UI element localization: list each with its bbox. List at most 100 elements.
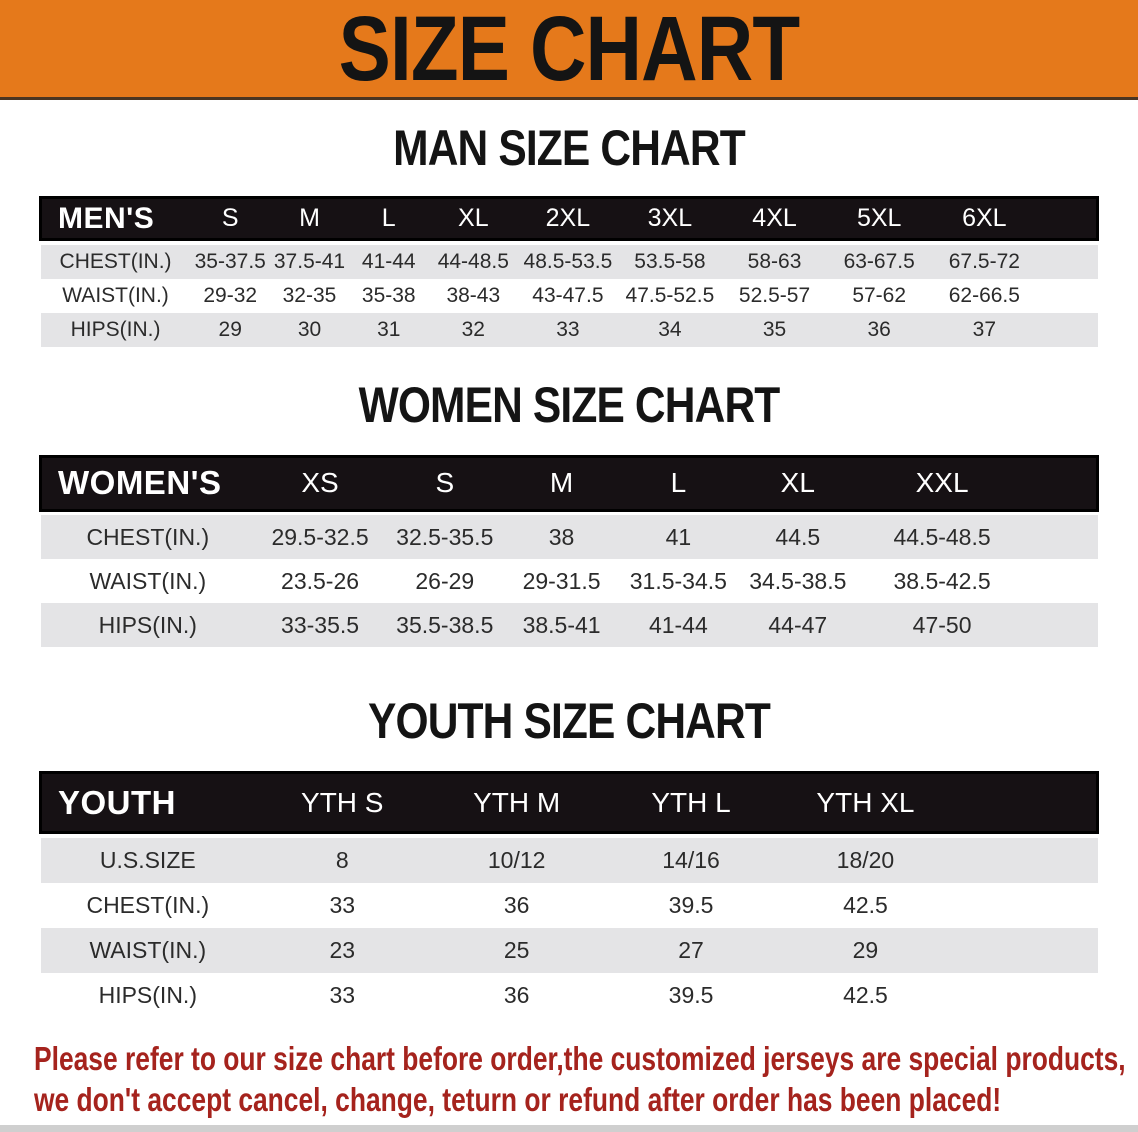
men-heading: MAN SIZE CHART <box>393 120 746 176</box>
row-filler-cell <box>1037 312 1098 347</box>
women-table-wrap: WOMEN'S XS S M L XL XXL CHEST(IN.) 29.5-32.5 32.5… <box>39 454 1099 647</box>
row-label: HIPS(IN.) <box>40 312 191 347</box>
size-value: 32.5-35.5 <box>385 515 505 559</box>
size-value: 35-38 <box>349 278 429 313</box>
size-column-header: YTH S <box>255 771 430 834</box>
size-column-header: L <box>618 454 739 512</box>
size-value: 44.5 <box>738 515 858 559</box>
size-value: 43-47.5 <box>518 278 618 313</box>
size-value: 37 <box>931 312 1038 347</box>
measurement-row: WAIST(IN.) 29-32 32-35 35-38 38-43 43-47.5 47.… <box>40 278 1098 313</box>
size-value: 39.5 <box>603 882 779 928</box>
size-column-header: 4XL <box>722 196 827 241</box>
size-value: 36 <box>429 972 604 1018</box>
size-value: 44-47 <box>738 603 858 647</box>
row-filler-cell <box>1026 515 1098 559</box>
header-filler-cell <box>1037 196 1100 241</box>
row-filler-cell <box>952 927 1098 973</box>
size-value: 48.5-53.5 <box>518 244 618 279</box>
size-column-header: YTH M <box>429 771 604 834</box>
size-value: 41 <box>618 515 739 559</box>
men-table-wrap: MEN'S S M L XL 2XL 3XL 4XL 5XL 6XL CHEST(IN.) 35-37… <box>38 196 1100 347</box>
size-value: 33 <box>255 882 430 928</box>
table-spacer-row <box>40 510 1098 515</box>
youth-heading: YOUTH SIZE CHART <box>368 693 771 749</box>
row-filler-cell <box>1037 278 1098 313</box>
size-value: 36 <box>429 882 604 928</box>
size-value: 31 <box>349 312 429 347</box>
size-column-header: M <box>504 454 619 512</box>
row-filler-cell <box>1037 244 1098 279</box>
men-section: MAN SIZE CHART MEN'S S M L XL 2XL 3XL 4XL 5XL 6XL… <box>0 122 1138 347</box>
row-label: WAIST(IN.) <box>40 278 191 313</box>
size-value: 38.5-41 <box>504 603 619 647</box>
size-value: 47-50 <box>857 603 1027 647</box>
table-title-cell: WOMEN'S <box>39 454 256 512</box>
size-column-header: 5XL <box>826 196 932 241</box>
women-size-table: WOMEN'S XS S M L XL XXL CHEST(IN.) 29.5-32.5 32.5… <box>39 454 1099 647</box>
size-value: 44.5-48.5 <box>857 515 1027 559</box>
size-value: 18/20 <box>778 837 953 883</box>
size-column-header: XL <box>428 196 519 241</box>
measurement-row: HIPS(IN.) 33 36 39.5 42.5 <box>40 972 1098 1018</box>
measurement-row: WAIST(IN.) 23 25 27 29 <box>40 927 1098 973</box>
table-spacer-row <box>40 239 1098 245</box>
disclaimer: Please refer to our size chart before or… <box>34 1038 1126 1120</box>
size-value: 35-37.5 <box>190 244 270 279</box>
table-spacer-cell <box>40 510 1098 515</box>
size-column-header: 3XL <box>617 196 723 241</box>
size-value: 34.5-38.5 <box>738 559 858 603</box>
measurement-row: HIPS(IN.) 29 30 31 32 33 34 35 36 37 <box>40 312 1098 347</box>
size-value: 33 <box>255 972 430 1018</box>
size-value: 67.5-72 <box>931 244 1038 279</box>
size-value: 47.5-52.5 <box>617 278 723 313</box>
size-column-header: M <box>269 196 350 241</box>
size-value: 35.5-38.5 <box>385 603 505 647</box>
row-label: WAIST(IN.) <box>40 559 256 603</box>
size-column-header: XXL <box>857 454 1027 512</box>
measurement-row: CHEST(IN.) 35-37.5 37.5-41 41-44 44-48.5 48.5… <box>40 244 1098 279</box>
size-value: 36 <box>826 312 932 347</box>
table-title-cell: YOUTH <box>39 771 256 834</box>
row-label: HIPS(IN.) <box>40 603 256 647</box>
table-spacer-row <box>40 832 1098 838</box>
youth-size-table: YOUTH YTH S YTH M YTH L YTH XL U.S.SIZE 8 10/12… <box>39 771 1099 1018</box>
size-value: 62-66.5 <box>931 278 1038 313</box>
size-value: 58-63 <box>722 244 827 279</box>
row-filler-cell <box>952 882 1098 928</box>
size-value: 30 <box>269 312 350 347</box>
size-column-header: S <box>385 454 505 512</box>
size-value: 31.5-34.5 <box>618 559 739 603</box>
row-filler-cell <box>952 837 1098 883</box>
table-header-row: WOMEN'S XS S M L XL XXL <box>39 454 1099 512</box>
size-value: 34 <box>617 312 723 347</box>
size-column-header: 6XL <box>931 196 1038 241</box>
size-value: 29 <box>190 312 270 347</box>
size-column-header: XL <box>738 454 858 512</box>
row-label: U.S.SIZE <box>40 837 256 883</box>
size-value: 32 <box>428 312 519 347</box>
size-column-header: YTH L <box>603 771 779 834</box>
size-value: 41-44 <box>349 244 429 279</box>
table-spacer-cell <box>40 832 1098 838</box>
size-value: 37.5-41 <box>269 244 350 279</box>
banner-title: SIZE CHART <box>338 0 801 100</box>
size-value: 29-31.5 <box>504 559 619 603</box>
measurement-row: U.S.SIZE 8 10/12 14/16 18/20 <box>40 837 1098 883</box>
disclaimer-line-2: we don't accept cancel, change, teturn o… <box>34 1080 1002 1118</box>
row-label: CHEST(IN.) <box>40 882 256 928</box>
size-value: 23.5-26 <box>255 559 386 603</box>
header-filler-cell <box>1026 454 1099 512</box>
size-value: 29.5-32.5 <box>255 515 386 559</box>
size-value: 26-29 <box>385 559 505 603</box>
men-size-table: MEN'S S M L XL 2XL 3XL 4XL 5XL 6XL CHEST(IN.) 35-37… <box>38 196 1100 347</box>
bottom-strip <box>0 1125 1138 1132</box>
size-value: 23 <box>255 927 430 973</box>
row-filler-cell <box>952 972 1098 1018</box>
table-title-cell: MEN'S <box>38 196 191 241</box>
measurement-row: CHEST(IN.) 33 36 39.5 42.5 <box>40 882 1098 928</box>
measurement-row: HIPS(IN.) 33-35.5 35.5-38.5 38.5-41 41-44 44-… <box>40 603 1098 647</box>
size-value: 39.5 <box>603 972 779 1018</box>
size-column-header: YTH XL <box>778 771 953 834</box>
